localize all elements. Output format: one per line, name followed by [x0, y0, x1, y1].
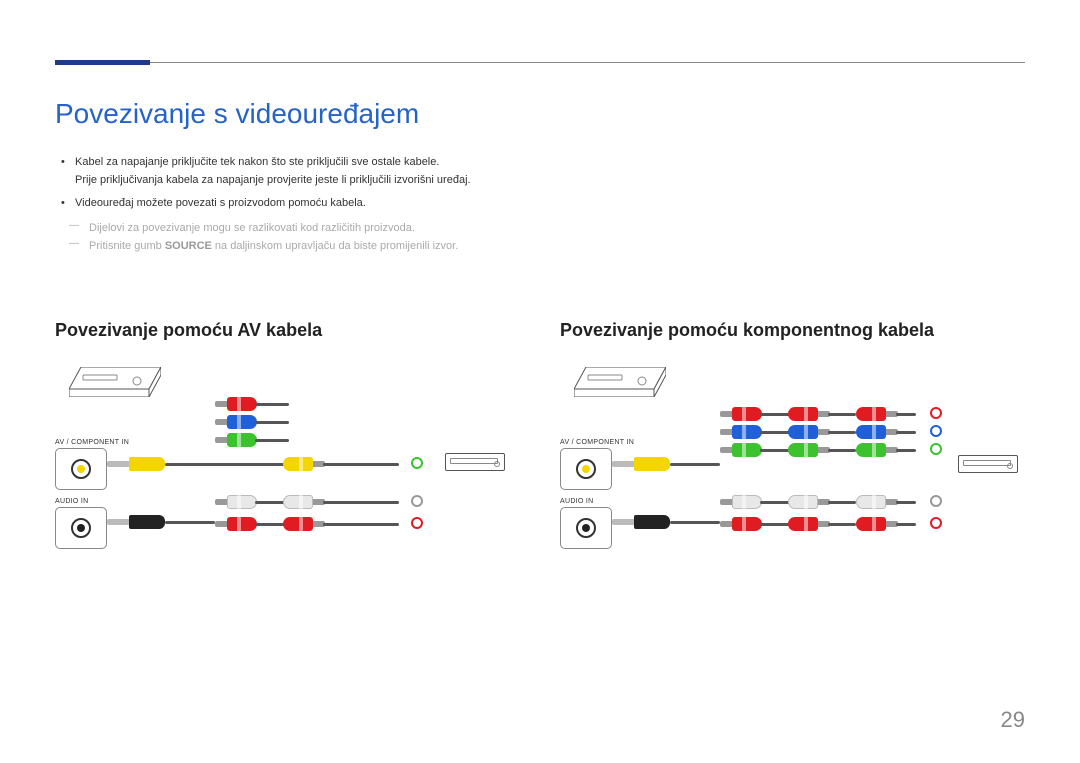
- ca: [670, 521, 720, 524]
- rca-green-top: [215, 433, 257, 447]
- audio-in-label: AUDIO IN: [55, 498, 150, 505]
- dvd-device-icon: [958, 455, 1018, 473]
- c-far-2: [896, 431, 916, 434]
- c-rca-redA-l: [720, 517, 762, 531]
- bullet-1-line2: Prije priključivanja kabela za napajanje…: [75, 174, 471, 186]
- c-rca-green-r: [788, 443, 830, 457]
- rca-white-l: [215, 495, 257, 509]
- c1r: [828, 413, 856, 416]
- component-section-title: Povezivanje pomoću komponentnog kabela: [560, 320, 1025, 341]
- comp-jack-icon: [576, 459, 596, 479]
- comp-audio-jack-icon: [576, 518, 596, 538]
- c2r: [828, 431, 856, 434]
- c-cable-y: [670, 463, 720, 466]
- cable-3: [255, 439, 289, 442]
- cable-1: [255, 403, 289, 406]
- c-rca-blue-far: [856, 425, 898, 439]
- note-1: Dijelovi za povezivanje mogu se razlikov…: [75, 219, 1025, 238]
- comp-audio-label: AUDIO IN: [560, 498, 655, 505]
- av-component-port: [55, 448, 107, 490]
- cable-r2: [323, 523, 399, 526]
- c-rca-redA-r: [788, 517, 830, 531]
- comp-av-label: AV / COMPONENT IN: [560, 439, 655, 446]
- c3r: [828, 449, 856, 452]
- c-ring-green: [930, 443, 942, 455]
- rca-yellow: [283, 457, 325, 471]
- c-audio-minijack: [612, 515, 670, 529]
- cable-2: [255, 421, 289, 424]
- header-accent: [55, 60, 150, 65]
- c-rca-blue-r: [788, 425, 830, 439]
- rca-red-l: [215, 517, 257, 531]
- c-far-3: [896, 449, 916, 452]
- component-cable-section: Povezivanje pomoću komponentnog kabela A…: [560, 320, 1025, 577]
- ring-red: [411, 517, 423, 529]
- c-ring-red: [930, 407, 942, 419]
- c-rca-white-r: [788, 495, 830, 509]
- c-rca-green-far: [856, 443, 898, 457]
- intro-bullets: Kabel za napajanje priključite tek nakon…: [55, 154, 1025, 213]
- source-device-icon-2: [574, 367, 666, 397]
- caw3: [896, 501, 916, 504]
- av-diagram: AV / COMPONENT IN AUDIO IN: [55, 367, 515, 577]
- audio-jack-icon: [71, 518, 91, 538]
- av-jack-icon: [71, 459, 91, 479]
- note-list: Dijelovi za povezivanje mogu se razlikov…: [75, 219, 1025, 256]
- main-title: Povezivanje s videouređajem: [55, 98, 1025, 130]
- bullet-2: Videouređaj možete povezati s proizvodom…: [55, 195, 1025, 213]
- rca-red-r: [283, 517, 325, 531]
- av-cable-section: Povezivanje pomoću AV kabela AV / COMPON…: [55, 320, 520, 577]
- av-component-label: AV / COMPONENT IN: [55, 439, 150, 446]
- note-2-bold: SOURCE: [165, 240, 212, 252]
- c-rca-white-far: [856, 495, 898, 509]
- ring-green: [411, 457, 423, 469]
- caw2: [828, 501, 856, 504]
- ring-white: [411, 495, 423, 507]
- av-minijack-yellow: [107, 457, 165, 471]
- comp-audio-port: [560, 507, 612, 549]
- c-far-1: [896, 413, 916, 416]
- cable-a: [165, 521, 215, 524]
- c-rca-blue-l: [720, 425, 762, 439]
- audio-minijack-black: [107, 515, 165, 529]
- rca-blue-top: [215, 415, 257, 429]
- bullet-1: Kabel za napajanje priključite tek nakon…: [55, 154, 1025, 189]
- c-rca-green-l: [720, 443, 762, 457]
- source-device-icon: [69, 367, 161, 397]
- comp-minijack-yellow: [612, 457, 670, 471]
- note-2: Pritisnite gumb SOURCE na daljinskom upr…: [75, 237, 1025, 256]
- c-rca-red-r: [788, 407, 830, 421]
- c-ring-blue: [930, 425, 942, 437]
- header-rule: [55, 62, 1025, 63]
- c-rca-redA-far: [856, 517, 898, 531]
- c-ring-white: [930, 495, 942, 507]
- cable-y2: [323, 463, 399, 466]
- audio-in-port: [55, 507, 107, 549]
- av-section-title: Povezivanje pomoću AV kabela: [55, 320, 520, 341]
- c-rca-red-l: [720, 407, 762, 421]
- page-number: 29: [1001, 707, 1025, 733]
- vcr-device-icon: [445, 453, 505, 471]
- c-rca-red-far: [856, 407, 898, 421]
- cable-w2: [323, 501, 399, 504]
- rca-red-top: [215, 397, 257, 411]
- cable-y: [165, 463, 285, 466]
- rca-white-r: [283, 495, 325, 509]
- c-rca-white-l: [720, 495, 762, 509]
- car3: [896, 523, 916, 526]
- note-2-post: na daljinskom upravljaču da biste promij…: [212, 240, 458, 252]
- c-ring-redA: [930, 517, 942, 529]
- component-diagram: AV / COMPONENT IN AUDIO IN: [560, 367, 1020, 577]
- bullet-2-line1: Videouređaj možete povezati s proizvodom…: [75, 197, 366, 209]
- bullet-1-line1: Kabel za napajanje priključite tek nakon…: [75, 156, 439, 168]
- car2: [828, 523, 856, 526]
- note-2-pre: Pritisnite gumb: [89, 240, 165, 252]
- comp-av-port: [560, 448, 612, 490]
